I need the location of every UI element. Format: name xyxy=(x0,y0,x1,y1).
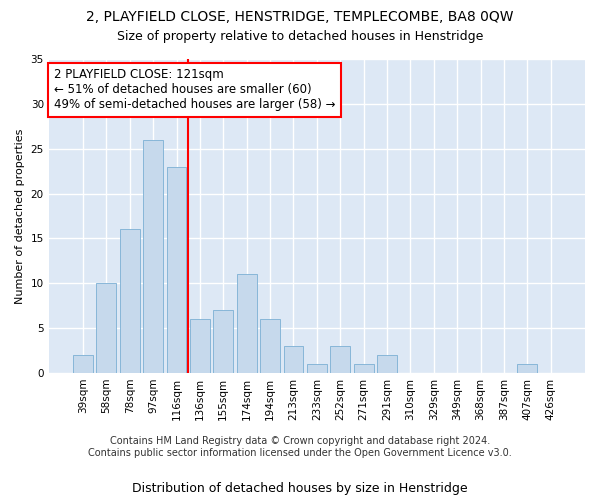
Text: Size of property relative to detached houses in Henstridge: Size of property relative to detached ho… xyxy=(117,30,483,43)
Y-axis label: Number of detached properties: Number of detached properties xyxy=(15,128,25,304)
Bar xyxy=(377,355,397,373)
Bar xyxy=(143,140,163,373)
Bar xyxy=(307,364,327,373)
Bar xyxy=(517,364,537,373)
Bar xyxy=(214,310,233,373)
Bar xyxy=(190,319,210,373)
Text: Distribution of detached houses by size in Henstridge: Distribution of detached houses by size … xyxy=(132,482,468,495)
Bar xyxy=(120,230,140,373)
Bar xyxy=(237,274,257,373)
Bar xyxy=(167,166,187,373)
Text: Contains HM Land Registry data © Crown copyright and database right 2024.
Contai: Contains HM Land Registry data © Crown c… xyxy=(88,436,512,458)
Text: 2 PLAYFIELD CLOSE: 121sqm
← 51% of detached houses are smaller (60)
49% of semi-: 2 PLAYFIELD CLOSE: 121sqm ← 51% of detac… xyxy=(54,68,335,112)
Bar xyxy=(260,319,280,373)
Bar xyxy=(353,364,374,373)
Bar xyxy=(284,346,304,373)
Text: 2, PLAYFIELD CLOSE, HENSTRIDGE, TEMPLECOMBE, BA8 0QW: 2, PLAYFIELD CLOSE, HENSTRIDGE, TEMPLECO… xyxy=(86,10,514,24)
Bar xyxy=(73,355,93,373)
Bar xyxy=(330,346,350,373)
Bar xyxy=(97,284,116,373)
